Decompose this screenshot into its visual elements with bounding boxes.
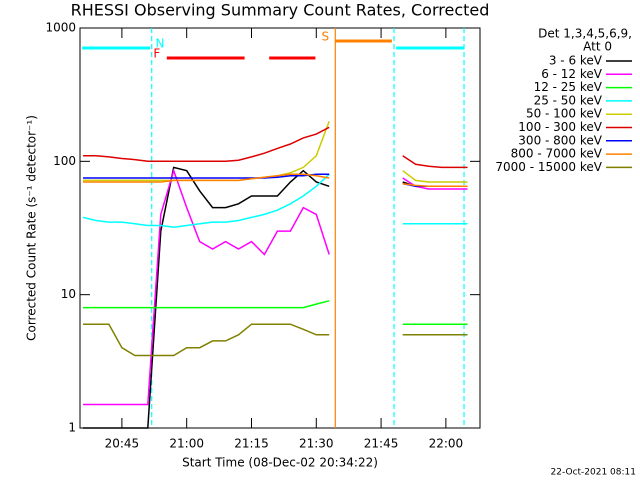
chart-title: RHESSI Observing Summary Count Rates, Co… bbox=[71, 1, 490, 20]
flag-label: N bbox=[155, 37, 164, 51]
series-line bbox=[83, 126, 468, 169]
legend-title: Det 1,3,4,5,6,9, bbox=[538, 27, 632, 41]
x-tick-label: 21:15 bbox=[234, 437, 269, 451]
series-line bbox=[83, 323, 468, 357]
x-tick-label: 21:45 bbox=[364, 437, 399, 451]
flag-label: S bbox=[321, 30, 329, 44]
legend-label: 800 - 7000 keV bbox=[511, 147, 603, 161]
y-tick-label: 1000 bbox=[45, 21, 76, 35]
y-tick-label: 100 bbox=[53, 154, 76, 168]
y-tick-label: 10 bbox=[61, 287, 76, 301]
legend-title: Att 0 bbox=[583, 40, 612, 54]
x-tick-label: 21:30 bbox=[299, 437, 334, 451]
legend-label: 3 - 6 keV bbox=[549, 54, 603, 68]
plot-frame bbox=[79, 27, 481, 429]
x-tick-label: 20:45 bbox=[105, 437, 140, 451]
series-line bbox=[83, 173, 468, 188]
legend-label: 100 - 300 keV bbox=[518, 120, 602, 134]
legend-label: 300 - 800 keV bbox=[518, 133, 602, 147]
legend-label: 50 - 100 keV bbox=[526, 107, 603, 121]
legend-label: 12 - 25 keV bbox=[534, 80, 603, 94]
x-axis-label: Start Time (08-Dec-02 20:34:22) bbox=[182, 456, 378, 470]
series-line bbox=[83, 168, 468, 406]
legend-label: 6 - 12 keV bbox=[541, 67, 603, 81]
series-line bbox=[82, 173, 468, 229]
series-line bbox=[83, 166, 468, 429]
timestamp: 22-Oct-2021 08:11 bbox=[551, 468, 636, 478]
y-axis-label: Corrected Count Rate (s⁻¹ detector⁻¹) bbox=[25, 115, 39, 341]
x-tick-label: 22:00 bbox=[429, 437, 464, 451]
series-line bbox=[83, 120, 468, 183]
series-line bbox=[83, 300, 468, 325]
x-tick-label: 21:00 bbox=[169, 437, 204, 451]
y-tick-label: 1 bbox=[68, 421, 76, 435]
legend-label: 25 - 50 keV bbox=[534, 93, 603, 107]
legend-label: 7000 - 15000 keV bbox=[495, 160, 602, 174]
flag-label: F bbox=[153, 47, 160, 61]
